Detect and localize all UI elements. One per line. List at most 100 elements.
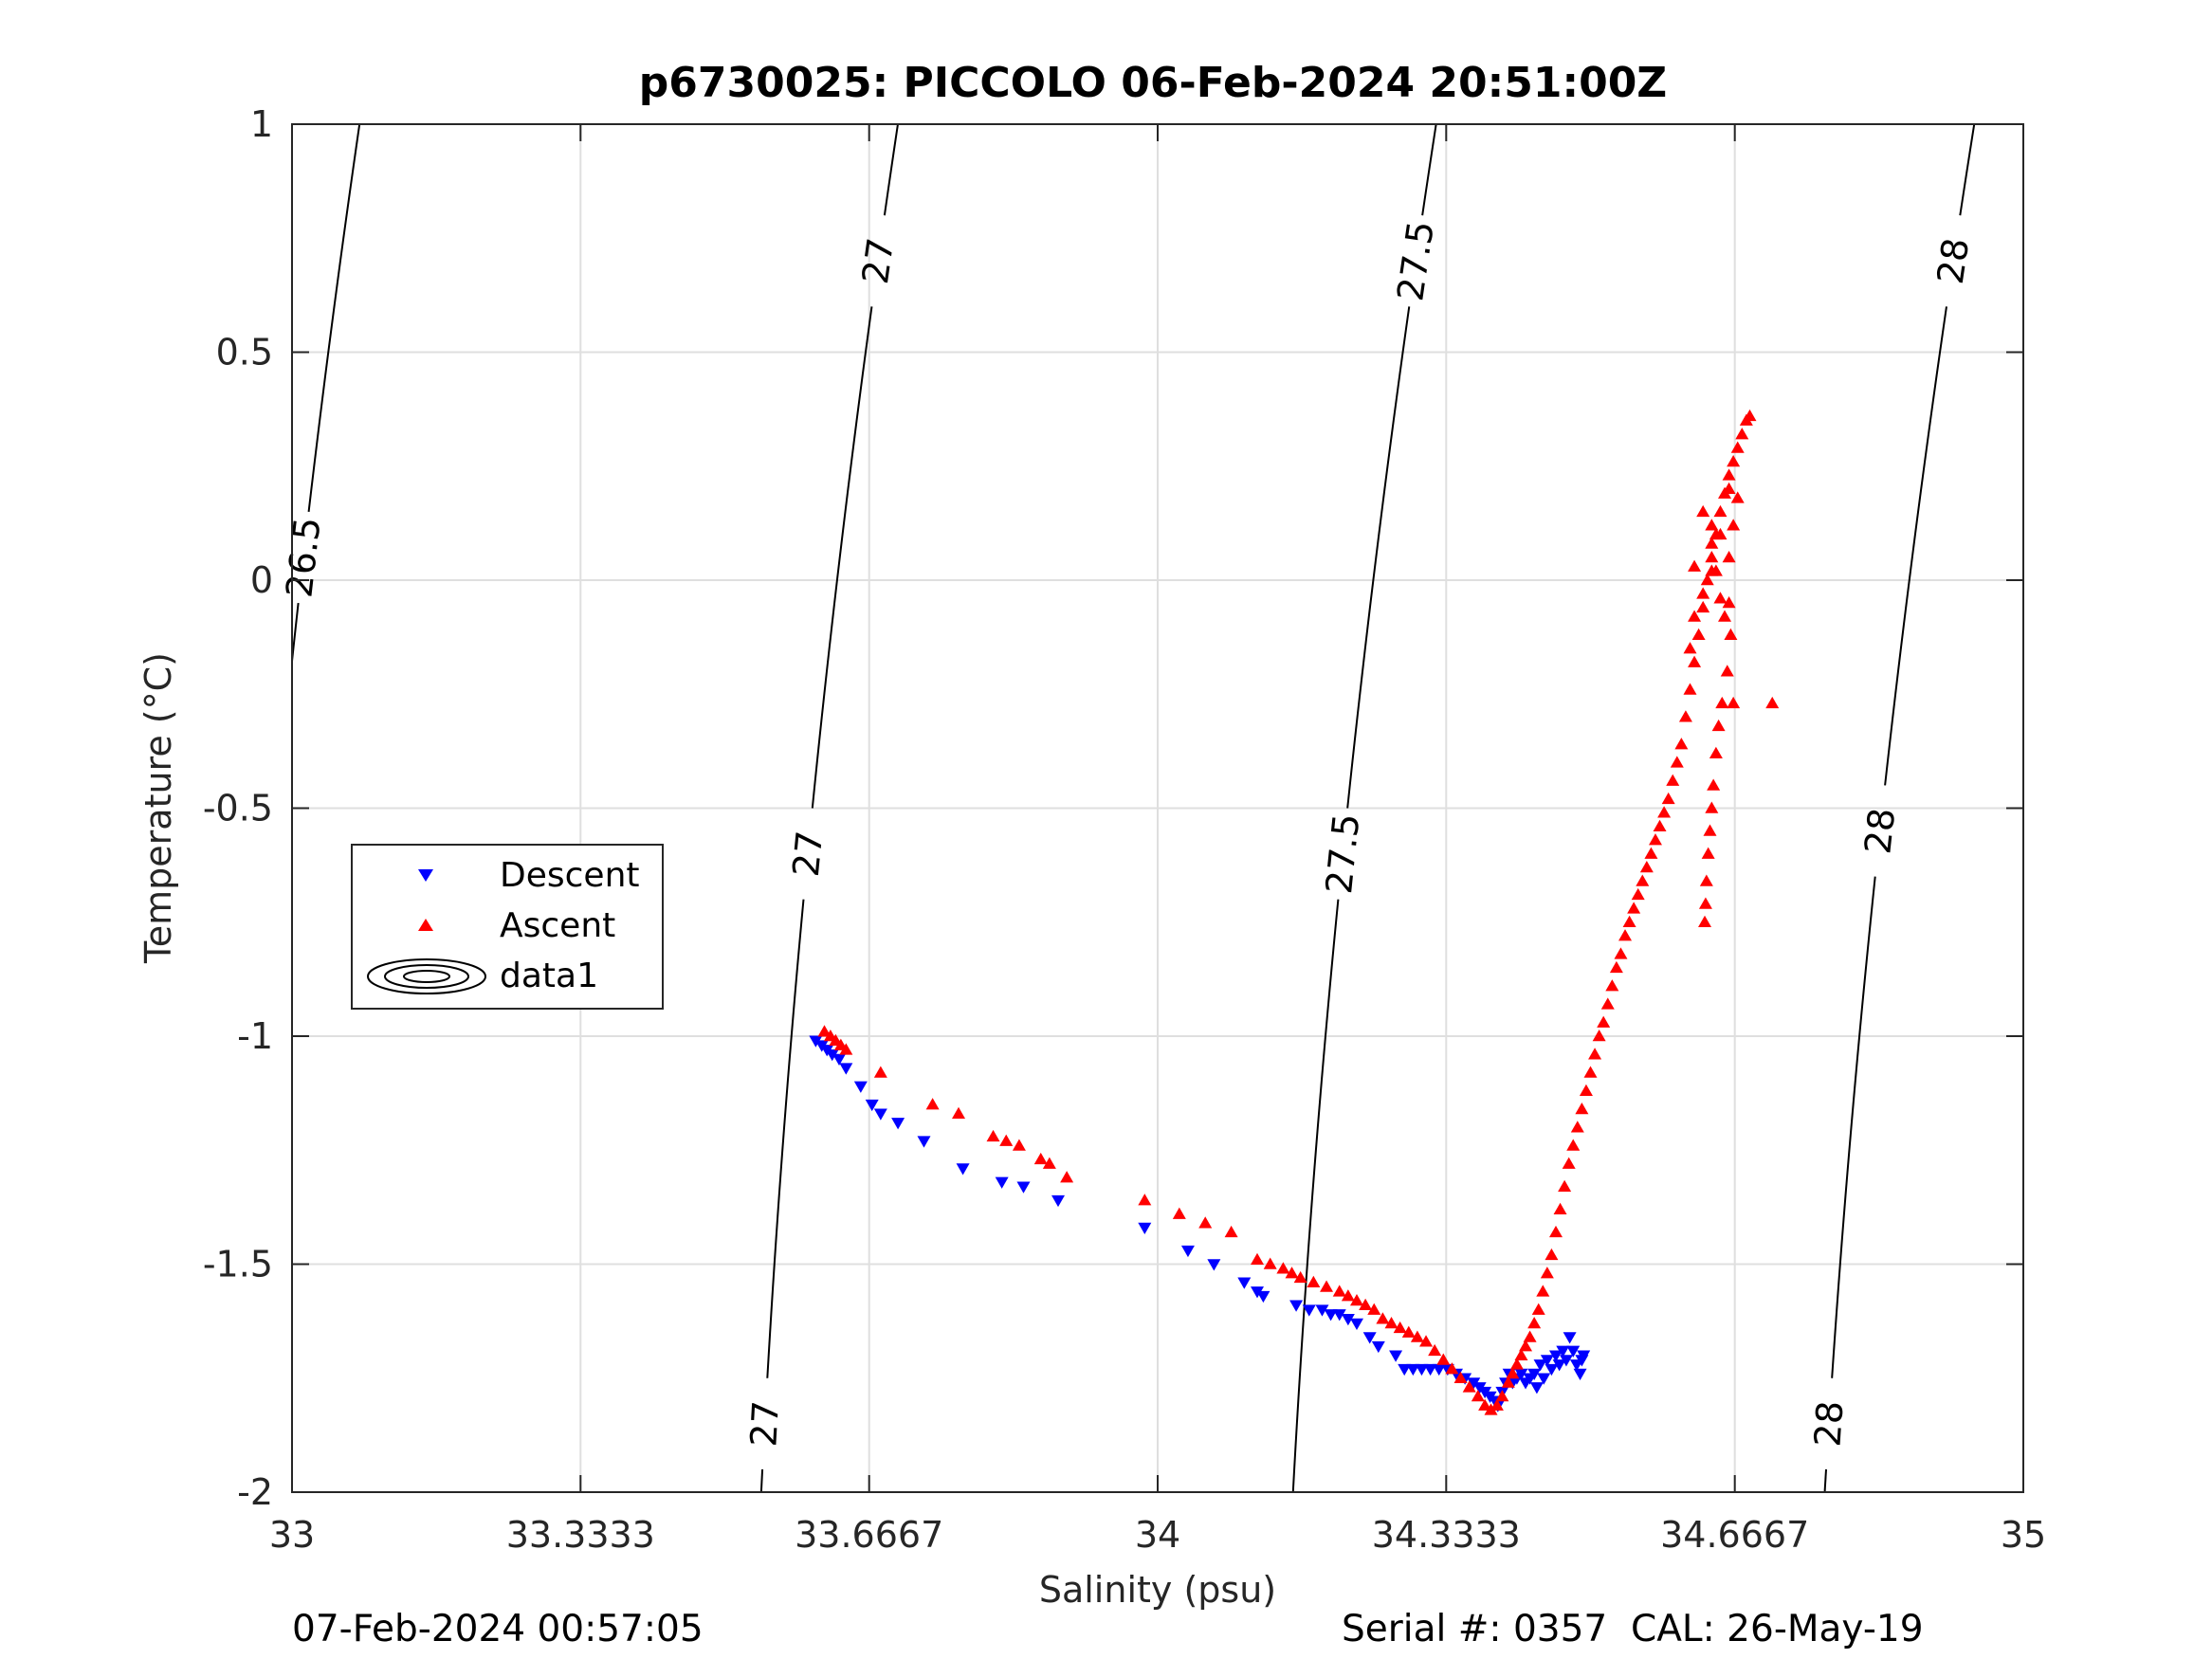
point-descent bbox=[1467, 1377, 1481, 1390]
point-ascent bbox=[1698, 915, 1712, 927]
point-descent bbox=[995, 1176, 1009, 1189]
point-ascent bbox=[1172, 1207, 1186, 1219]
point-ascent bbox=[1060, 1171, 1074, 1183]
point-ascent bbox=[1393, 1321, 1407, 1334]
point-descent bbox=[1537, 1373, 1551, 1385]
point-ascent bbox=[999, 1134, 1014, 1146]
isopycnal-line-28 bbox=[1884, 306, 1947, 786]
isopycnal-label: 28 bbox=[1856, 806, 1903, 856]
point-ascent bbox=[1495, 1389, 1509, 1402]
point-ascent bbox=[1683, 683, 1697, 695]
point-descent bbox=[917, 1136, 931, 1148]
point-descent bbox=[1540, 1355, 1554, 1367]
point-descent bbox=[891, 1118, 905, 1130]
point-ascent bbox=[1696, 600, 1710, 613]
isopycnal-label: 27 bbox=[742, 1399, 787, 1448]
point-ascent bbox=[1639, 861, 1654, 873]
footer-serial-cal: Serial #: 0357 CAL: 26-May-19 bbox=[1342, 1608, 1924, 1650]
x-tick-label: 33 bbox=[269, 1514, 315, 1556]
point-descent bbox=[1573, 1368, 1587, 1380]
point-ascent bbox=[1506, 1366, 1520, 1379]
point-ascent bbox=[1727, 519, 1741, 531]
x-axis-label: Salinity (psu) bbox=[1039, 1569, 1276, 1611]
point-descent bbox=[1237, 1277, 1252, 1289]
isopycnal-label: 27 bbox=[785, 829, 831, 878]
point-descent bbox=[839, 1063, 853, 1075]
point-descent bbox=[1398, 1363, 1412, 1376]
point-descent bbox=[1016, 1181, 1031, 1194]
isopycnal-label: 27.5 bbox=[1389, 218, 1442, 303]
point-descent bbox=[1533, 1359, 1547, 1372]
y-tick-label: 1 bbox=[250, 103, 273, 145]
point-ascent bbox=[1558, 1179, 1572, 1192]
point-ascent bbox=[1715, 696, 1729, 709]
point-descent bbox=[1566, 1345, 1581, 1358]
isopycnal-line-27 bbox=[759, 1468, 764, 1492]
point-descent bbox=[1527, 1368, 1542, 1380]
point-ascent bbox=[1722, 468, 1736, 481]
point-descent bbox=[865, 1099, 879, 1112]
legend: Descent Ascent data1 bbox=[351, 844, 664, 1010]
point-descent bbox=[1341, 1313, 1355, 1326]
point-ascent bbox=[1609, 960, 1623, 974]
isopycnal-line-27 bbox=[766, 899, 805, 1378]
point-ascent bbox=[1713, 504, 1728, 518]
point-ascent bbox=[1703, 824, 1717, 836]
point-ascent bbox=[1341, 1289, 1355, 1302]
point-descent bbox=[1207, 1259, 1221, 1271]
point-ascent bbox=[1735, 428, 1749, 440]
point-ascent bbox=[1367, 1303, 1381, 1315]
point-ascent bbox=[1570, 1121, 1584, 1133]
point-descent bbox=[1415, 1363, 1429, 1376]
point-descent bbox=[825, 1048, 839, 1062]
point-ascent bbox=[1428, 1343, 1442, 1357]
point-ascent bbox=[1453, 1371, 1468, 1383]
x-tick-label: 34.3333 bbox=[1372, 1514, 1521, 1556]
y-axis-label: Temperature (°C) bbox=[137, 652, 179, 964]
point-ascent bbox=[1705, 550, 1719, 563]
point-ascent bbox=[1709, 746, 1723, 759]
point-ascent bbox=[1359, 1298, 1373, 1311]
point-ascent bbox=[1644, 847, 1658, 859]
point-ascent bbox=[925, 1098, 940, 1110]
isopycnal-line-28 bbox=[1959, 124, 1976, 216]
x-tick-label: 33.6667 bbox=[795, 1514, 943, 1556]
point-ascent bbox=[1765, 696, 1780, 709]
point-ascent bbox=[1718, 610, 1732, 622]
point-ascent bbox=[1631, 887, 1645, 901]
legend-marker-descent bbox=[418, 869, 433, 882]
point-ascent bbox=[1548, 1225, 1563, 1238]
point-ascent bbox=[1553, 1202, 1567, 1215]
point-descent bbox=[853, 1081, 868, 1093]
isopycnal-contours: 26.5 27 27 27 27.5 27.5 28 28 28 bbox=[278, 124, 1977, 1492]
point-ascent bbox=[1688, 655, 1702, 667]
point-ascent bbox=[839, 1043, 853, 1055]
isopycnal-line-27 bbox=[883, 124, 899, 216]
point-ascent bbox=[1730, 441, 1745, 453]
point-descent bbox=[1289, 1300, 1304, 1312]
point-ascent bbox=[1531, 1303, 1545, 1315]
point-descent bbox=[1250, 1286, 1264, 1299]
point-descent bbox=[956, 1163, 970, 1176]
point-ascent bbox=[1307, 1275, 1321, 1287]
point-ascent bbox=[952, 1106, 966, 1120]
isopycnal-label: 26.5 bbox=[278, 515, 328, 599]
y-tick-label: 0 bbox=[250, 559, 273, 601]
point-ascent bbox=[1705, 801, 1719, 813]
point-ascent bbox=[1691, 628, 1706, 640]
point-ascent bbox=[1722, 550, 1736, 563]
point-ascent bbox=[1545, 1248, 1559, 1261]
point-ascent bbox=[817, 1025, 832, 1037]
point-ascent bbox=[1627, 902, 1641, 914]
point-ascent bbox=[1713, 592, 1728, 604]
point-ascent bbox=[1198, 1216, 1213, 1229]
point-descent bbox=[873, 1108, 887, 1121]
point-ascent bbox=[1276, 1262, 1290, 1274]
point-ascent bbox=[1678, 710, 1692, 722]
point-ascent bbox=[1471, 1389, 1485, 1402]
footer-timestamp: 07-Feb-2024 00:57:05 bbox=[292, 1608, 704, 1650]
isopycnal-line-27.5 bbox=[1421, 124, 1437, 216]
legend-marker-ascent bbox=[418, 919, 433, 931]
point-ascent bbox=[1636, 874, 1650, 886]
point-ascent bbox=[1509, 1358, 1524, 1370]
